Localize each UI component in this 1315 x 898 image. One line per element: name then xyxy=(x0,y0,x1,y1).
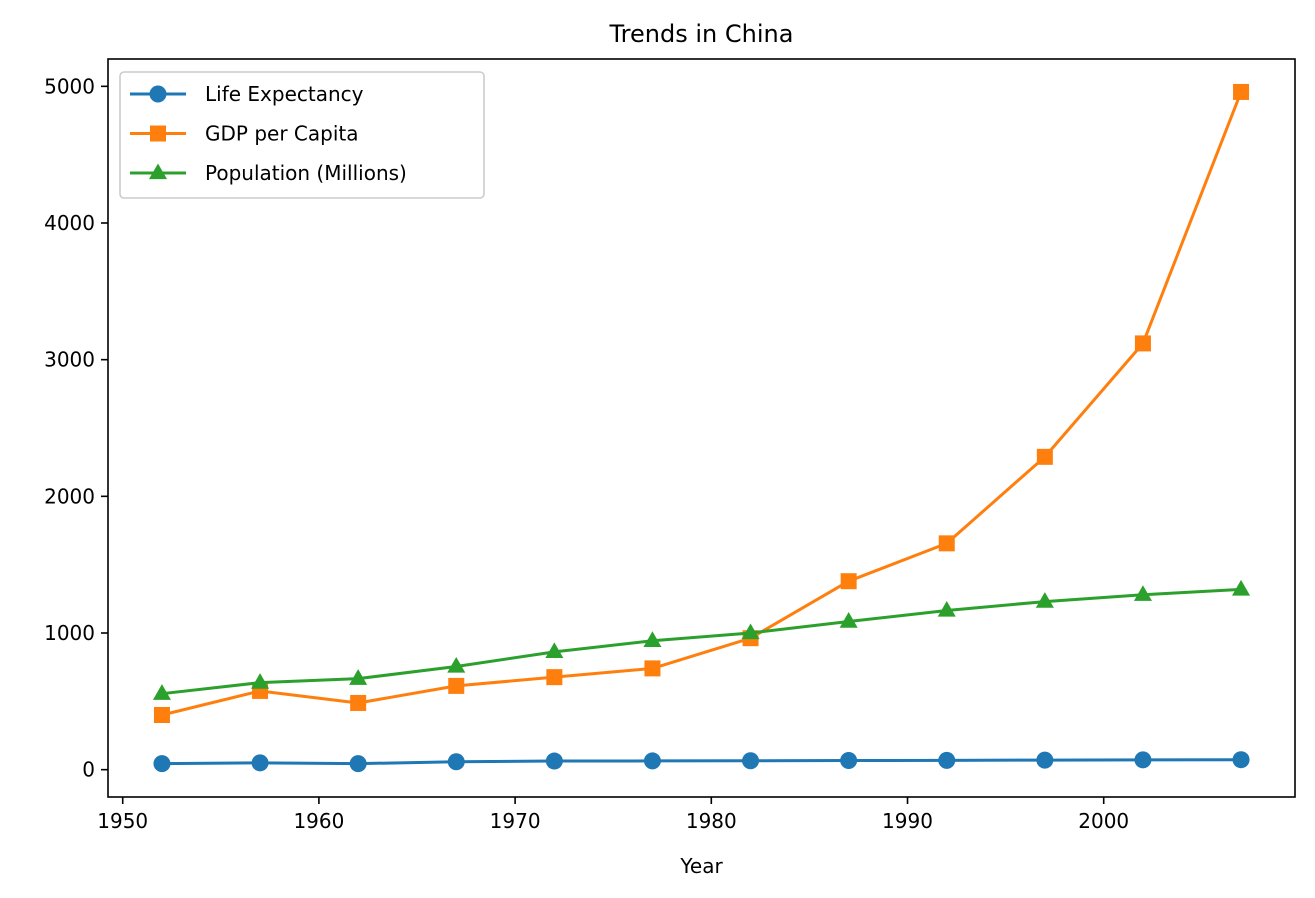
x-tick-label: 1970 xyxy=(490,809,541,833)
series-line xyxy=(161,758,1242,766)
data-point xyxy=(938,751,956,769)
x-tick-label: 1960 xyxy=(293,809,344,833)
data-point xyxy=(153,707,170,723)
series-line xyxy=(161,587,1242,696)
series-1 xyxy=(153,83,1250,723)
data-point xyxy=(251,673,270,689)
y-tick-label: 0 xyxy=(82,758,95,782)
data-point xyxy=(840,573,857,590)
legend-marker xyxy=(150,125,166,142)
data-point xyxy=(644,660,661,677)
series-0 xyxy=(153,751,1250,773)
legend-label: GDP per Capita xyxy=(205,122,358,146)
data-point xyxy=(545,752,563,770)
x-axis-label: Year xyxy=(679,854,723,878)
plot-area xyxy=(152,83,1251,773)
data-point xyxy=(152,684,171,700)
axes-frame xyxy=(107,58,1296,798)
data-point xyxy=(1134,335,1151,352)
legend-marker xyxy=(149,85,167,103)
x-axis: 1950 1960 1970 1980 1990 2000 xyxy=(97,797,1129,833)
data-point xyxy=(349,669,368,685)
data-point xyxy=(643,631,662,647)
data-point xyxy=(447,753,465,771)
data-point xyxy=(741,623,760,640)
y-axis: 0 1000 2000 3000 4000 5000 xyxy=(44,74,108,782)
y-tick-label: 4000 xyxy=(44,211,95,235)
data-point xyxy=(1035,592,1054,608)
data-point xyxy=(251,754,269,772)
data-point xyxy=(839,612,858,628)
x-tick-label: 1980 xyxy=(686,809,737,833)
x-tick-label: 1950 xyxy=(97,809,148,833)
data-point xyxy=(938,535,955,552)
data-point xyxy=(1232,751,1250,769)
data-point xyxy=(447,656,466,673)
legend-entry: Population (Millions) xyxy=(130,161,407,185)
legend-entry: GDP per Capita xyxy=(130,122,358,146)
data-point xyxy=(350,694,367,711)
data-point xyxy=(1133,585,1152,601)
x-tick-label: 2000 xyxy=(1078,809,1129,833)
data-point xyxy=(546,669,563,686)
data-point xyxy=(643,752,661,770)
y-tick-label: 1000 xyxy=(44,621,95,645)
data-point xyxy=(1036,448,1053,465)
series-2 xyxy=(152,579,1251,700)
series-line xyxy=(161,91,1243,717)
data-point xyxy=(545,642,564,659)
data-point xyxy=(349,755,367,773)
data-point xyxy=(937,600,956,617)
legend-label: Population (Millions) xyxy=(205,161,407,185)
y-tick-label: 3000 xyxy=(44,348,95,372)
legend-box xyxy=(119,71,485,199)
data-point xyxy=(1232,579,1251,596)
y-tick-label: 5000 xyxy=(44,74,95,98)
chart-title: Trends in China xyxy=(609,20,794,48)
data-point xyxy=(742,752,760,770)
legend-marker xyxy=(148,163,168,180)
legend-entry: Life Expectancy xyxy=(130,82,364,106)
data-point xyxy=(448,677,465,694)
data-point xyxy=(1233,83,1250,100)
data-point xyxy=(1036,751,1054,769)
x-tick-label: 1990 xyxy=(882,809,933,833)
y-tick-label: 2000 xyxy=(44,484,95,508)
data-point xyxy=(153,755,171,773)
legend: Life Expectancy GDP per Capita Population … xyxy=(119,71,485,199)
data-point xyxy=(1134,751,1152,769)
data-point xyxy=(840,752,858,770)
legend-label: Life Expectancy xyxy=(205,82,364,106)
